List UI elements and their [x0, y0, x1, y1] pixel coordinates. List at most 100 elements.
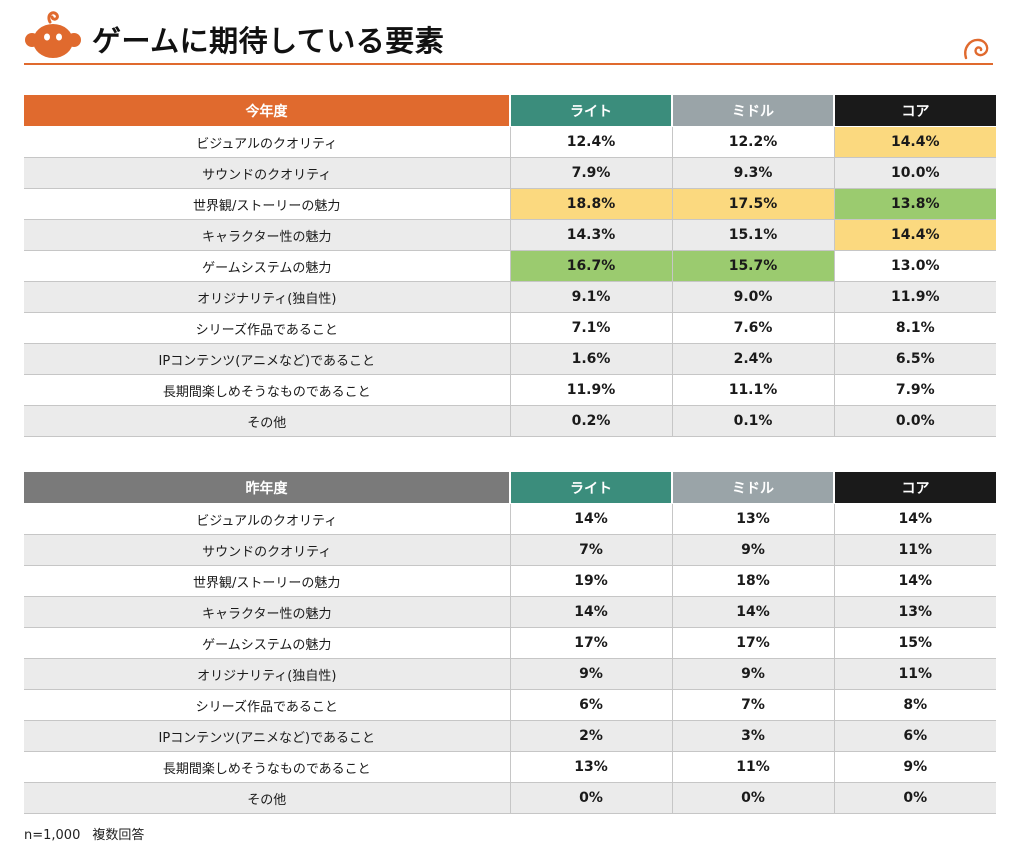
- value-cell-core: 15%: [834, 627, 996, 659]
- value-cell-core: 7.9%: [834, 374, 996, 406]
- row-label: オリジナリティ(独自性): [24, 658, 511, 690]
- value-cell-light: 16.7%: [510, 250, 673, 282]
- row-label: その他: [24, 782, 511, 814]
- row-label: 世界観/ストーリーの魅力: [24, 565, 511, 597]
- value-cell-middle: 3%: [672, 720, 835, 752]
- value-cell-light: 0.2%: [510, 405, 673, 437]
- column-header-core: コア: [834, 95, 996, 127]
- value-cell-core: 14.4%: [834, 126, 996, 158]
- value-cell-core: 13.8%: [834, 188, 996, 220]
- row-label: キャラクター性の魅力: [24, 219, 511, 251]
- value-cell-light: 14.3%: [510, 219, 673, 251]
- value-cell-middle: 9.3%: [672, 157, 835, 189]
- value-cell-core: 8.1%: [834, 312, 996, 344]
- row-label: 長期間楽しめそうなものであること: [24, 751, 511, 783]
- value-cell-light: 18.8%: [510, 188, 673, 220]
- sample-size-note: n=1,000: [24, 828, 81, 843]
- value-cell-core: 11.9%: [834, 281, 996, 313]
- row-label: ゲームシステムの魅力: [24, 627, 511, 659]
- value-cell-middle: 11.1%: [672, 374, 835, 406]
- table-row: その他 0.2% 0.1% 0.0%: [24, 405, 996, 437]
- table-row: IPコンテンツ(アニメなど)であること 2% 3% 6%: [24, 720, 996, 752]
- mascot-logo-icon: [25, 11, 81, 58]
- table-header-row: 今年度 ライト ミドル コア: [24, 95, 996, 127]
- value-cell-core: 14%: [834, 503, 996, 535]
- value-cell-light: 7.9%: [510, 157, 673, 189]
- table-row: 長期間楽しめそうなものであること 13% 11% 9%: [24, 751, 996, 783]
- value-cell-middle: 14%: [672, 596, 835, 628]
- footnote: n=1,000 複数回答: [24, 824, 144, 843]
- column-header-core: コア: [834, 472, 996, 504]
- value-cell-middle: 17.5%: [672, 188, 835, 220]
- value-cell-core: 6.5%: [834, 343, 996, 375]
- row-label: ビジュアルのクオリティ: [24, 503, 511, 535]
- value-cell-light: 14%: [510, 503, 673, 535]
- previous-year-table: 昨年度 ライト ミドル コア ビジュアルのクオリティ 14% 13% 14% サ…: [24, 472, 996, 814]
- column-header-middle: ミドル: [672, 472, 835, 504]
- value-cell-core: 9%: [834, 751, 996, 783]
- table-row: シリーズ作品であること 7.1% 7.6% 8.1%: [24, 312, 996, 344]
- column-header-year: 今年度: [24, 95, 511, 127]
- value-cell-middle: 13%: [672, 503, 835, 535]
- row-label: その他: [24, 405, 511, 437]
- header-divider: [24, 63, 993, 65]
- table-row: キャラクター性の魅力 14.3% 15.1% 14.4%: [24, 219, 996, 251]
- table-row: その他 0% 0% 0%: [24, 782, 996, 814]
- value-cell-middle: 0.1%: [672, 405, 835, 437]
- table-row: ゲームシステムの魅力 16.7% 15.7% 13.0%: [24, 250, 996, 282]
- value-cell-core: 0.0%: [834, 405, 996, 437]
- value-cell-light: 0%: [510, 782, 673, 814]
- value-cell-core: 0%: [834, 782, 996, 814]
- value-cell-middle: 12.2%: [672, 126, 835, 158]
- row-label: 世界観/ストーリーの魅力: [24, 188, 511, 220]
- column-header-year: 昨年度: [24, 472, 511, 504]
- row-label: ビジュアルのクオリティ: [24, 126, 511, 158]
- value-cell-middle: 17%: [672, 627, 835, 659]
- value-cell-core: 14.4%: [834, 219, 996, 251]
- table-row: 長期間楽しめそうなものであること 11.9% 11.1% 7.9%: [24, 374, 996, 406]
- row-label: 長期間楽しめそうなものであること: [24, 374, 511, 406]
- value-cell-light: 7.1%: [510, 312, 673, 344]
- row-label: シリーズ作品であること: [24, 312, 511, 344]
- value-cell-light: 19%: [510, 565, 673, 597]
- value-cell-middle: 9%: [672, 658, 835, 690]
- row-label: サウンドのクオリティ: [24, 534, 511, 566]
- table-header-row: 昨年度 ライト ミドル コア: [24, 472, 996, 504]
- value-cell-light: 6%: [510, 689, 673, 721]
- column-header-light: ライト: [510, 95, 673, 127]
- value-cell-light: 7%: [510, 534, 673, 566]
- value-cell-light: 9.1%: [510, 281, 673, 313]
- table-row: ビジュアルのクオリティ 12.4% 12.2% 14.4%: [24, 126, 996, 158]
- value-cell-middle: 2.4%: [672, 343, 835, 375]
- value-cell-core: 13.0%: [834, 250, 996, 282]
- table-row: 世界観/ストーリーの魅力 18.8% 17.5% 13.8%: [24, 188, 996, 220]
- row-label: キャラクター性の魅力: [24, 596, 511, 628]
- value-cell-middle: 15.1%: [672, 219, 835, 251]
- value-cell-core: 13%: [834, 596, 996, 628]
- value-cell-middle: 11%: [672, 751, 835, 783]
- row-label: ゲームシステムの魅力: [24, 250, 511, 282]
- table-row: ビジュアルのクオリティ 14% 13% 14%: [24, 503, 996, 535]
- value-cell-middle: 7%: [672, 689, 835, 721]
- table-row: シリーズ作品であること 6% 7% 8%: [24, 689, 996, 721]
- value-cell-core: 14%: [834, 565, 996, 597]
- table-row: オリジナリティ(独自性) 9.1% 9.0% 11.9%: [24, 281, 996, 313]
- value-cell-light: 13%: [510, 751, 673, 783]
- table-row: キャラクター性の魅力 14% 14% 13%: [24, 596, 996, 628]
- page-header: ゲームに期待している要素: [24, 6, 994, 64]
- row-label: IPコンテンツ(アニメなど)であること: [24, 720, 511, 752]
- column-header-light: ライト: [510, 472, 673, 504]
- value-cell-light: 11.9%: [510, 374, 673, 406]
- value-cell-light: 2%: [510, 720, 673, 752]
- answer-type-note: 複数回答: [92, 828, 145, 843]
- value-cell-core: 10.0%: [834, 157, 996, 189]
- value-cell-middle: 0%: [672, 782, 835, 814]
- value-cell-middle: 9%: [672, 534, 835, 566]
- value-cell-middle: 15.7%: [672, 250, 835, 282]
- column-header-middle: ミドル: [672, 95, 835, 127]
- value-cell-middle: 18%: [672, 565, 835, 597]
- table-row: オリジナリティ(独自性) 9% 9% 11%: [24, 658, 996, 690]
- table-row: ゲームシステムの魅力 17% 17% 15%: [24, 627, 996, 659]
- current-year-table: 今年度 ライト ミドル コア ビジュアルのクオリティ 12.4% 12.2% 1…: [24, 95, 996, 437]
- row-label: オリジナリティ(独自性): [24, 281, 511, 313]
